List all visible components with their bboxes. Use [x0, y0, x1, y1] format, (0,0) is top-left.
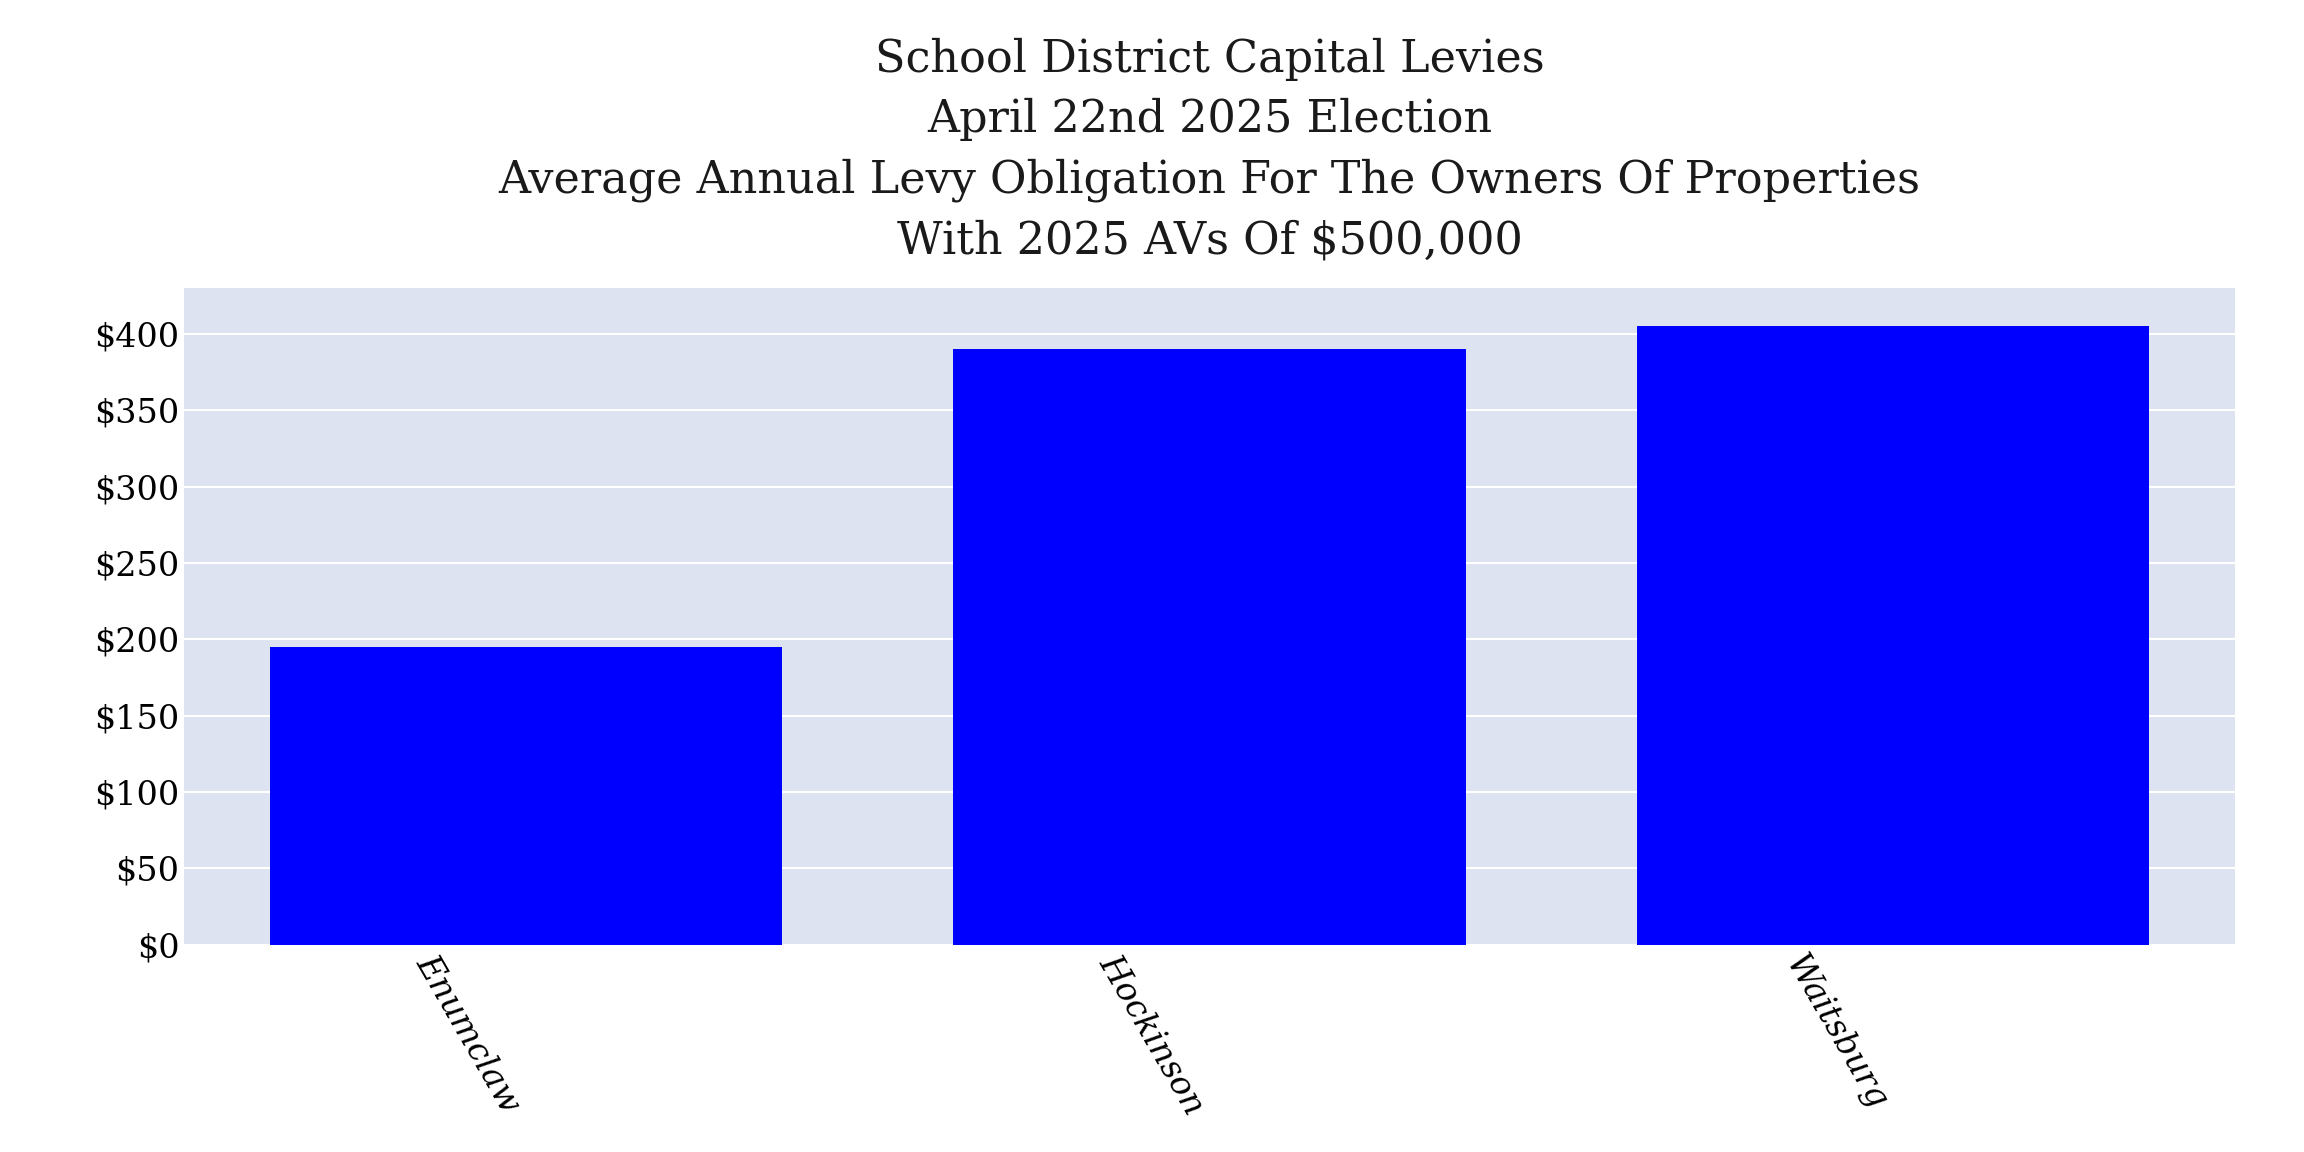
Bar — [954, 349, 1465, 945]
Bar — [1636, 326, 2150, 945]
Title: School District Capital Levies
April 22nd 2025 Election
Average Annual Levy Obli: School District Capital Levies April 22n… — [498, 38, 1922, 263]
Bar — [270, 647, 783, 945]
